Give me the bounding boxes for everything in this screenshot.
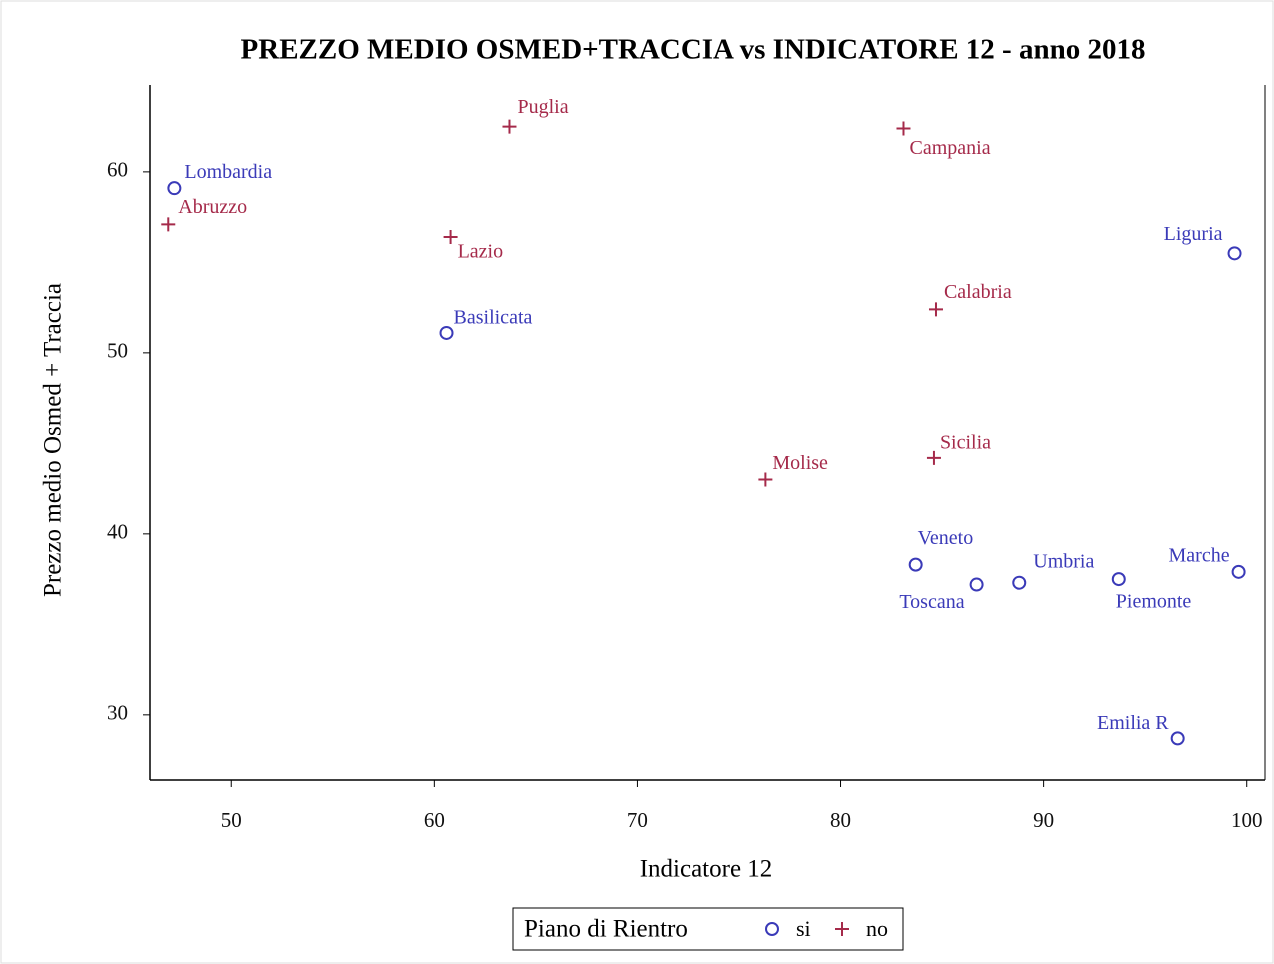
- x-tick-label: 90: [1033, 808, 1054, 832]
- point: [758, 472, 773, 487]
- legend-marker: [765, 922, 779, 936]
- x-tick-label: 100: [1231, 808, 1263, 832]
- point: [1231, 564, 1246, 579]
- y-tick-label: 50: [107, 339, 128, 363]
- point-label: Molise: [772, 452, 828, 474]
- point: [908, 557, 923, 572]
- y-tick-label: 60: [107, 158, 128, 182]
- point: [1012, 575, 1027, 590]
- point-label: Abruzzo: [178, 196, 247, 218]
- point-label: Basilicata: [454, 307, 533, 329]
- y-tick-label: 30: [107, 701, 128, 725]
- point-label: Emilia R: [1097, 712, 1169, 734]
- x-tick-label: 60: [424, 808, 445, 832]
- point: [502, 119, 517, 134]
- point: [1227, 246, 1242, 261]
- point: [1111, 572, 1126, 587]
- point: [439, 325, 454, 340]
- x-tick-label: 80: [830, 808, 851, 832]
- point-label: Calabria: [944, 281, 1012, 303]
- point: [1170, 731, 1185, 746]
- point: [161, 217, 176, 232]
- legend-label: no: [866, 916, 888, 941]
- legend-title: Piano di Rientro: [524, 916, 688, 943]
- point-label: Veneto: [918, 527, 974, 549]
- point-label: Puglia: [517, 96, 568, 118]
- point-label: Liguria: [1164, 223, 1223, 245]
- point-label: Lazio: [458, 241, 504, 263]
- chart-title: PREZZO MEDIO OSMED+TRACCIA vs INDICATORE…: [241, 34, 1146, 66]
- point-label: Sicilia: [940, 431, 991, 453]
- x-tick-label: 70: [627, 808, 648, 832]
- point: [167, 181, 182, 196]
- legend-label: si: [796, 916, 811, 941]
- point: [443, 230, 458, 245]
- point: [896, 121, 911, 136]
- point-label: Marche: [1169, 544, 1230, 566]
- x-tick-label: 50: [221, 808, 242, 832]
- point-label: Umbria: [1033, 550, 1094, 572]
- point: [926, 450, 941, 465]
- legend-marker: [835, 922, 849, 936]
- point: [969, 577, 984, 592]
- point-label: Lombardia: [184, 161, 272, 183]
- x-axis-label: Indicatore 12: [640, 856, 773, 883]
- point-label: Campania: [909, 137, 990, 159]
- legend-box: [512, 907, 904, 951]
- point-label: Piemonte: [1116, 591, 1192, 613]
- point: [928, 302, 943, 317]
- y-tick-label: 40: [107, 520, 128, 544]
- point-label: Toscana: [899, 591, 964, 613]
- y-axis-label: Prezzo medio Osmed + Traccia: [40, 283, 67, 597]
